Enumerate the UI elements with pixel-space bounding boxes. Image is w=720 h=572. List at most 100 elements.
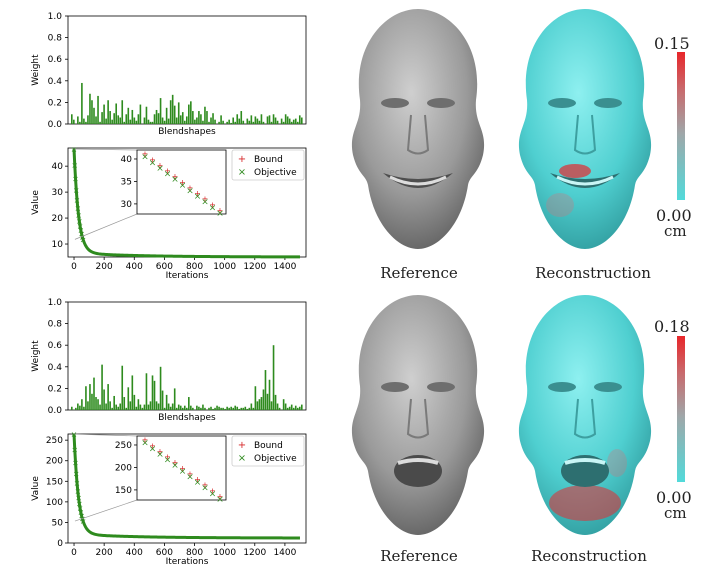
- r1-bar-83: [238, 118, 241, 124]
- r1-inset-objective: ×: [156, 164, 164, 174]
- y-tick-label: 100: [46, 498, 63, 508]
- y-tick-label: 0.0: [48, 120, 63, 130]
- r1-objective-marker: ×: [80, 235, 87, 244]
- r2-bar-90: [252, 407, 255, 410]
- r1-bar-14: [99, 121, 101, 124]
- y-axis-label: Weight: [31, 340, 41, 372]
- r1-bar-90: [252, 121, 255, 124]
- r2-bar-46: [163, 407, 166, 410]
- r1-objective-marker: ×: [74, 196, 81, 205]
- r2-inset-objective: ×: [156, 450, 164, 460]
- r2-bar-56: [183, 405, 186, 410]
- x-axis-label: Iterations: [166, 271, 209, 281]
- r1-bar-30: [131, 109, 134, 124]
- r1-inset-bound: +: [157, 161, 164, 170]
- r1-bar-95: [262, 121, 265, 124]
- r1-bar-67: [206, 111, 208, 124]
- r1-bar-11: [93, 107, 95, 124]
- r1-bar-89: [250, 115, 253, 124]
- r2-bar-41: [153, 380, 156, 410]
- r1-bar-52: [175, 117, 178, 124]
- r2-bar-31: [133, 394, 136, 410]
- r2-inset-bound: +: [179, 464, 186, 473]
- y-tick-label: 0.2: [48, 384, 62, 394]
- y-tick-label: 20: [52, 214, 64, 224]
- x-tick-label: 200: [96, 262, 113, 272]
- r1-inset-objective: ×: [186, 186, 194, 196]
- r1-bar-77: [226, 121, 228, 124]
- y-tick-label: 0.2: [48, 98, 62, 108]
- r1-bar-109: [290, 121, 293, 124]
- scale-min-1: 0.00: [656, 206, 692, 225]
- r2-bar-20: [111, 407, 113, 410]
- y-tick-label: 10: [52, 240, 64, 250]
- r1-bar-94: [260, 114, 263, 124]
- r2-inset-objective: ×: [194, 478, 202, 488]
- r2-bar-44: [159, 366, 162, 410]
- r1-bar-104: [280, 118, 283, 124]
- r1-bar-38: [147, 119, 150, 124]
- r2-bar-85: [242, 407, 245, 410]
- r1-inset-bound: +: [217, 206, 224, 215]
- r1-objective-marker: ×: [74, 204, 81, 213]
- r2-inset-objective: ×: [149, 444, 157, 454]
- r2-bar-34: [139, 404, 142, 410]
- r1-inset-bound: +: [149, 155, 156, 164]
- r1-bar-45: [161, 117, 164, 124]
- r2-bar-24: [119, 403, 122, 410]
- r2-bar-113: [298, 406, 301, 410]
- reference-face-1: [351, 9, 485, 249]
- r2-inset-bound: +: [164, 453, 171, 462]
- y-tick-label: 0.6: [48, 55, 63, 65]
- r1-bar-37: [145, 106, 148, 124]
- x-tick-label: 800: [186, 262, 203, 272]
- r2-bar-63: [198, 406, 200, 410]
- r2-bar-103: [278, 407, 281, 410]
- scale-max-2: 0.18: [654, 317, 690, 336]
- r1-bar-22: [115, 103, 117, 124]
- plot-frame: [67, 433, 307, 544]
- r2-bar-33: [137, 399, 140, 410]
- r2-inset-bound: +: [209, 486, 216, 495]
- r2-bar-29: [129, 401, 132, 410]
- r2-inset-bound: +: [217, 492, 224, 501]
- y-tick-label: 150: [46, 477, 63, 487]
- r1-objective-marker: ×: [77, 222, 84, 231]
- r1-bar-53: [177, 102, 180, 124]
- r1-bar-99: [270, 121, 273, 124]
- reconstruction-face-1: [518, 9, 652, 249]
- r1-objective-marker: ×: [73, 186, 80, 195]
- r2-objective-marker: ×: [77, 504, 84, 513]
- r1-inset-bound: +: [202, 195, 209, 204]
- inset-connector: [74, 148, 138, 151]
- r1-bar-102: [276, 120, 279, 124]
- r2-objective-marker: ×: [78, 512, 85, 521]
- r2-bar-39: [149, 401, 152, 410]
- r2-objective-marker: ×: [71, 446, 78, 455]
- r1-bar-10: [91, 100, 93, 124]
- r2-bar-55: [181, 407, 184, 410]
- r2-bar-65: [202, 404, 204, 410]
- r2-bar-40: [151, 375, 154, 410]
- inset-y-tick-label: 250: [115, 441, 132, 451]
- r1-bar-91: [254, 116, 257, 124]
- r2-bar-11: [93, 377, 95, 410]
- r1-bar-110: [292, 119, 295, 124]
- r2-bar-51: [173, 388, 176, 410]
- r1-bar-93: [258, 120, 261, 124]
- r2-bar-42: [155, 401, 158, 410]
- r2-bar-78: [228, 407, 230, 410]
- r1-bar-13: [97, 95, 99, 124]
- r2-bar-10: [91, 393, 93, 410]
- r2-inset-bound: +: [202, 481, 209, 490]
- r1-bar-114: [300, 117, 303, 124]
- r1-bar-88: [248, 120, 251, 124]
- r2-bar-112: [296, 407, 299, 410]
- r1-bar-42: [155, 109, 158, 124]
- r2-bar-5: [81, 399, 83, 410]
- r2-bar-35: [141, 407, 144, 410]
- r2-objective-marker: ×: [71, 430, 78, 439]
- r1-inset-objective: ×: [179, 181, 187, 191]
- r1-bar-51: [173, 105, 176, 124]
- inset-connector: [74, 499, 138, 522]
